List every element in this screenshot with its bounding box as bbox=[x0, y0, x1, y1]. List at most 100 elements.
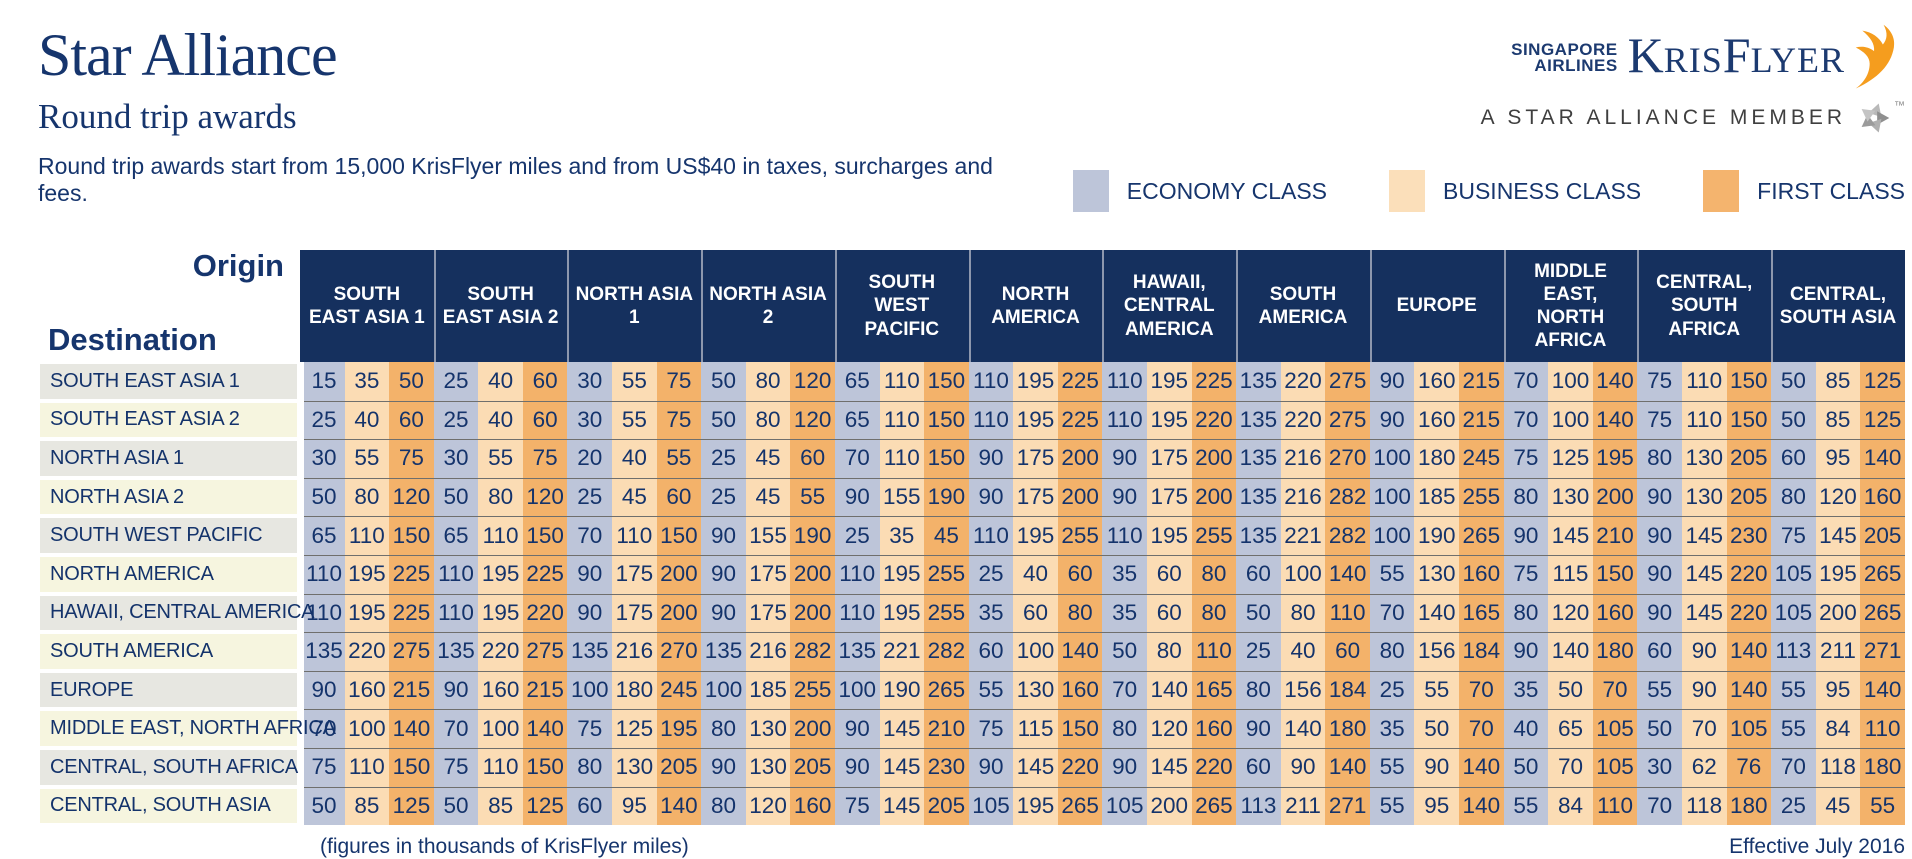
business-cell: 211 bbox=[1280, 786, 1326, 826]
first-cell: 200 bbox=[656, 554, 702, 594]
economy-cell: 80 bbox=[1503, 477, 1549, 517]
economy-cell: 30 bbox=[433, 439, 479, 478]
first-cell: 150 bbox=[522, 516, 568, 555]
first-cell: 105 bbox=[1592, 709, 1638, 748]
business-cell: 195 bbox=[879, 554, 925, 594]
economy-cell: 80 bbox=[1369, 632, 1415, 671]
business-cell: 100 bbox=[478, 709, 523, 748]
economy-cell: 110 bbox=[968, 400, 1014, 440]
first-cell: 110 bbox=[1325, 593, 1370, 633]
business-cell: 195 bbox=[879, 593, 925, 633]
business-cell: 195 bbox=[1013, 516, 1058, 555]
origin-header-row: Origin Destination SOUTH EAST ASIA 1 SOUT… bbox=[40, 248, 1905, 362]
first-cell: 180 bbox=[1726, 786, 1772, 826]
first-cell: 140 bbox=[656, 786, 702, 826]
business-cell: 110 bbox=[879, 400, 925, 440]
economy-cell: 55 bbox=[1369, 554, 1415, 594]
economy-cell: 30 bbox=[1637, 747, 1682, 787]
destination-cell: NORTH AMERICA bbox=[40, 554, 304, 594]
origin-header: SOUTH EAST ASIA 1 bbox=[300, 250, 434, 362]
economy-cell: 55 bbox=[1637, 670, 1682, 710]
first-cell: 282 bbox=[790, 632, 835, 671]
first-cell: 180 bbox=[1325, 709, 1370, 748]
first-cell: 205 bbox=[924, 786, 969, 826]
business-cell: 140 bbox=[1146, 670, 1192, 710]
first-cell: 160 bbox=[1860, 477, 1905, 517]
first-cell: 220 bbox=[1057, 747, 1103, 787]
matrix-corner-cell: Origin Destination bbox=[40, 248, 300, 362]
first-cell: 200 bbox=[1592, 477, 1638, 517]
business-cell: 62 bbox=[1681, 747, 1727, 787]
first-cell: 150 bbox=[1057, 709, 1103, 748]
business-cell: 110 bbox=[879, 362, 925, 401]
business-cell: 130 bbox=[745, 709, 791, 748]
table-row: SOUTH AMERICA 135 220 275 135 220 275 135 216 270… bbox=[40, 632, 1905, 671]
economy-swatch bbox=[1072, 170, 1109, 212]
business-cell: 175 bbox=[745, 554, 791, 594]
legend-label: BUSINESS CLASS bbox=[1443, 177, 1642, 204]
brand-block: SINGAPORE AIRLINES KRISFLYER A STAR ALLI… bbox=[1011, 24, 1905, 212]
first-cell: 165 bbox=[1459, 593, 1504, 633]
business-cell: 110 bbox=[344, 747, 390, 787]
business-cell: 185 bbox=[1414, 477, 1460, 517]
economy-cell: 135 bbox=[1236, 439, 1281, 478]
business-cell: 84 bbox=[1548, 786, 1593, 826]
first-cell: 150 bbox=[924, 400, 969, 440]
economy-cell: 90 bbox=[968, 477, 1014, 517]
economy-cell: 90 bbox=[1102, 439, 1147, 478]
economy-cell: 135 bbox=[1236, 477, 1281, 517]
first-cell: 140 bbox=[1459, 786, 1504, 826]
economy-cell: 113 bbox=[1771, 632, 1816, 671]
business-cell: 55 bbox=[612, 362, 657, 401]
economy-cell: 70 bbox=[1503, 362, 1549, 401]
legend-item-first: FIRST CLASS bbox=[1703, 170, 1905, 212]
business-cell: 195 bbox=[1815, 554, 1861, 594]
first-cell: 210 bbox=[1592, 516, 1638, 555]
first-cell: 150 bbox=[1726, 400, 1772, 440]
first-cell: 205 bbox=[790, 747, 835, 787]
business-cell: 55 bbox=[478, 439, 523, 478]
first-cell: 255 bbox=[790, 670, 835, 710]
economy-cell: 70 bbox=[1771, 747, 1816, 787]
origin-header: CENTRAL, SOUTH AFRICA bbox=[1637, 250, 1772, 362]
first-cell: 225 bbox=[1057, 400, 1103, 440]
business-cell: 145 bbox=[1548, 516, 1593, 555]
business-cell: 118 bbox=[1815, 747, 1861, 787]
destination-cell: CENTRAL, SOUTH AFRICA bbox=[40, 747, 304, 787]
first-cell: 230 bbox=[1726, 516, 1772, 555]
economy-cell: 75 bbox=[567, 709, 613, 748]
first-cell: 70 bbox=[1459, 670, 1504, 710]
first-cell: 150 bbox=[1726, 362, 1772, 401]
economy-cell: 30 bbox=[300, 439, 345, 478]
destination-cell: HAWAII, CENTRAL AMERICA bbox=[40, 593, 315, 633]
economy-cell: 25 bbox=[300, 400, 345, 440]
economy-cell: 135 bbox=[1236, 362, 1281, 401]
first-cell: 80 bbox=[1191, 593, 1237, 633]
table-row: MIDDLE EAST, NORTH AFRICA 70 100 140 70 100 14… bbox=[40, 709, 1905, 748]
economy-cell: 100 bbox=[701, 670, 746, 710]
economy-cell: 65 bbox=[433, 516, 479, 555]
first-cell: 150 bbox=[389, 516, 434, 555]
economy-cell: 25 bbox=[1369, 670, 1415, 710]
economy-cell: 75 bbox=[433, 747, 479, 787]
first-cell: 160 bbox=[1057, 670, 1103, 710]
first-cell: 55 bbox=[656, 439, 702, 478]
first-cell: 150 bbox=[1592, 554, 1638, 594]
economy-cell: 50 bbox=[300, 477, 345, 517]
economy-cell: 90 bbox=[701, 593, 746, 633]
economy-cell: 75 bbox=[300, 747, 345, 787]
first-cell: 120 bbox=[389, 477, 434, 517]
economy-cell: 75 bbox=[1637, 400, 1682, 440]
business-cell: 145 bbox=[879, 747, 925, 787]
business-cell: 130 bbox=[1414, 554, 1460, 594]
business-cell: 110 bbox=[478, 516, 523, 555]
destination-cell: SOUTH EAST ASIA 1 bbox=[40, 362, 304, 401]
economy-cell: 50 bbox=[1771, 400, 1816, 440]
economy-cell: 110 bbox=[433, 593, 479, 633]
economy-cell: 90 bbox=[1637, 516, 1682, 555]
economy-cell: 105 bbox=[1771, 593, 1816, 633]
first-cell: 150 bbox=[522, 747, 568, 787]
first-cell: 205 bbox=[1726, 439, 1772, 478]
business-cell: 156 bbox=[1414, 632, 1460, 671]
origin-axis-label: Origin bbox=[192, 248, 284, 283]
